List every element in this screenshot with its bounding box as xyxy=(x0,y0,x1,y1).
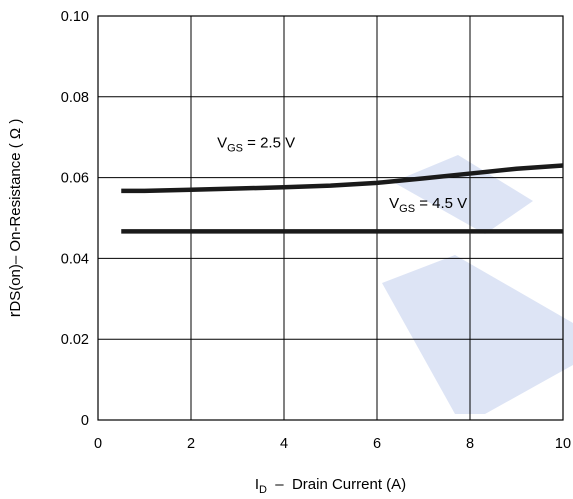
y-tick-label: 0.02 xyxy=(61,332,89,348)
series-group xyxy=(121,163,564,234)
series-label-main: V xyxy=(389,195,399,212)
y-tick-label: 0.10 xyxy=(61,9,89,25)
x-tick-label: 2 xyxy=(187,436,195,452)
series-label: VGS = 2.5 V xyxy=(217,134,295,154)
y-axis-label: rDS(on)– On-Resistance ( Ω ) xyxy=(5,119,24,318)
y-tick-label: 0 xyxy=(81,413,89,429)
x-tick-label: 4 xyxy=(280,436,288,452)
watermark-shape xyxy=(382,255,573,414)
series-label: VGS = 4.5 V xyxy=(389,195,467,215)
y-tick-labels: 0 0.02 0.04 0.06 0.08 0.10 xyxy=(61,9,89,429)
x-tick-label: 6 xyxy=(373,436,381,452)
series-line xyxy=(121,163,564,194)
x-tick-label: 8 xyxy=(466,436,474,452)
watermark-shape xyxy=(393,155,533,234)
y-tick-label: 0.08 xyxy=(61,90,89,106)
series-label-subscript: GS xyxy=(227,142,243,154)
y-axis-label-rest: DS(on)– On-Resistance ( Ω ) xyxy=(7,119,24,312)
x-axis-label: ID – Drain Current (A) xyxy=(255,476,406,496)
x-tick-label: 0 xyxy=(94,436,102,452)
y-tick-label: 0.04 xyxy=(61,251,89,267)
x-axis-label-main: I xyxy=(255,476,259,493)
series-label-main: V xyxy=(217,134,227,151)
x-axis-label-subscript: D xyxy=(259,484,267,496)
watermark xyxy=(382,155,573,414)
x-axis-label-rest: – Drain Current (A) xyxy=(267,476,406,493)
x-tick-labels: 0 2 4 6 8 10 xyxy=(94,436,571,452)
x-tick-label: 10 xyxy=(555,436,571,452)
series-label-rest: = 2.5 V xyxy=(243,134,295,151)
y-axis-label-pre: r xyxy=(5,311,24,317)
plot-frame xyxy=(97,15,564,421)
series-label-subscript: GS xyxy=(399,203,415,215)
series-label-rest: = 4.5 V xyxy=(415,195,467,212)
y-tick-label: 0.06 xyxy=(61,171,89,187)
